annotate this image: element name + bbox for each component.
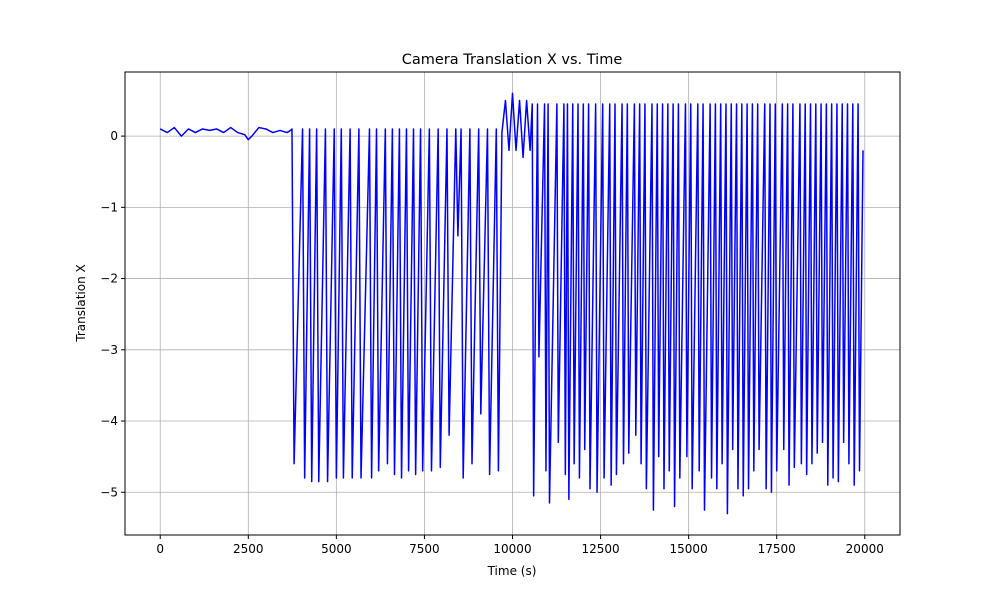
y-axis-label: Translation X [74, 264, 88, 342]
y-tick-label: −1 [100, 200, 118, 214]
y-tick-label: −3 [100, 343, 118, 357]
x-tick-label: 17500 [758, 542, 796, 556]
x-tick-label: 5000 [321, 542, 352, 556]
x-tick-label: 10000 [493, 542, 531, 556]
y-tick-label: 0 [110, 129, 118, 143]
x-tick-label: 0 [156, 542, 164, 556]
data-line [159, 92, 864, 515]
plot-frame [124, 71, 901, 536]
chart-title: Camera Translation X vs. Time [402, 52, 623, 68]
x-tick-label: 20000 [846, 542, 884, 556]
x-tick-label: 7500 [409, 542, 440, 556]
x-tick-label: 12500 [581, 542, 619, 556]
x-tick-label: 15000 [670, 542, 708, 556]
y-tick-label: −4 [100, 414, 118, 428]
x-axis-label: Time (s) [487, 564, 537, 578]
x-tick-label: 2500 [233, 542, 264, 556]
y-tick-label: −2 [100, 272, 118, 286]
y-tick-label: −5 [100, 485, 118, 499]
